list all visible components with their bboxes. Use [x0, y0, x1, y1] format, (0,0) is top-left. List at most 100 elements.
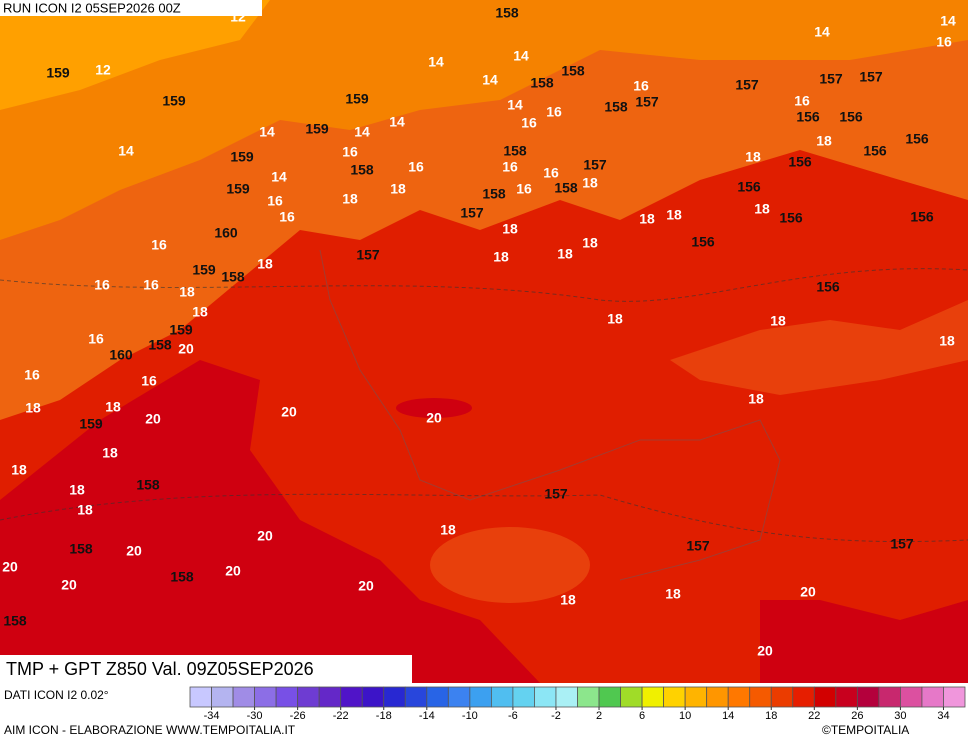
contour-label: 156 [737, 179, 761, 195]
contour-label: 18 [639, 211, 655, 227]
contour-label: 16 [267, 193, 283, 209]
tick-label: -18 [376, 710, 392, 722]
contour-label: 159 [46, 65, 70, 81]
contour-label: 20 [358, 578, 374, 594]
contour-label: 16 [342, 144, 358, 160]
contour-label: 18 [582, 175, 598, 191]
color-swatch [254, 686, 277, 708]
contour-label: 157 [890, 536, 914, 552]
color-swatch [447, 686, 471, 708]
color-swatch [878, 686, 901, 708]
contour-label: 158 [170, 569, 194, 585]
tick-label: 22 [808, 710, 820, 722]
color-swatch [835, 686, 858, 708]
color-swatch [469, 686, 492, 708]
color-swatch [813, 686, 837, 708]
contour-label: 160 [214, 225, 238, 241]
contour-label: 158 [495, 5, 519, 21]
field-20-22 [760, 600, 968, 683]
contour-label: 20 [225, 563, 241, 579]
tick-label: 30 [894, 710, 906, 722]
contour-label: 158 [221, 269, 245, 285]
color-swatch [684, 686, 708, 708]
contour-label: 157 [735, 77, 759, 93]
tick-label: -30 [247, 710, 263, 722]
contour-label: 158 [604, 99, 628, 115]
color-swatch [383, 686, 406, 708]
source: DATI ICON I2 0.02° [4, 688, 109, 702]
tick-label: -14 [419, 710, 435, 722]
color-swatch [534, 686, 557, 708]
contour-label: 20 [281, 404, 297, 420]
contour-label: 156 [910, 209, 934, 225]
color-swatch [749, 686, 772, 708]
contour-label: 156 [779, 210, 803, 226]
tick-label: -34 [204, 710, 220, 722]
contour-label: 16 [543, 165, 559, 181]
contour-label: 159 [169, 322, 193, 338]
color-swatch [598, 686, 621, 708]
contour-label: 18 [105, 399, 121, 415]
color-swatch [211, 686, 234, 708]
credit: AIM ICON - ELABORAZIONE WWW.TEMPOITALIA.… [4, 723, 296, 737]
contour-label: 159 [162, 93, 186, 109]
contour-label: 16 [88, 331, 104, 347]
tick-label: 14 [722, 710, 734, 722]
contour-label: 156 [691, 234, 715, 250]
contour-label: 158 [482, 186, 506, 202]
contour-label: 12 [95, 62, 111, 78]
contour-label: 18 [939, 333, 955, 349]
contour-label: 18 [666, 207, 682, 223]
color-swatch [577, 686, 600, 708]
contour-label: 159 [345, 91, 369, 107]
tick-label: 10 [679, 710, 691, 722]
color-swatch [232, 686, 255, 708]
contour-label: 14 [940, 13, 956, 29]
contour-label: 18 [11, 462, 27, 478]
contour-label: 18 [77, 502, 93, 518]
contour-label: 18 [69, 482, 85, 498]
contour-label: 16 [502, 159, 518, 175]
header: RUN ICON I2 05SEP2026 00Z [3, 0, 181, 15]
field-12-14 [0, 0, 968, 240]
color-swatch [770, 686, 794, 708]
contour-label: 159 [79, 416, 103, 432]
title: TMP + GPT Z850 Val. 09Z05SEP2026 [6, 659, 314, 679]
color-swatch [340, 686, 363, 708]
contour-label: 18 [25, 400, 41, 416]
contour-label: 14 [513, 48, 529, 64]
color-swatch [641, 686, 665, 708]
contour-label: 157 [583, 157, 607, 173]
contour-label: 20 [800, 584, 816, 600]
contour-label: 16 [546, 104, 562, 120]
tick-label: 26 [851, 710, 863, 722]
contour-label: 156 [816, 279, 840, 295]
contour-label: 158 [3, 613, 27, 629]
contour-label: 16 [143, 277, 159, 293]
contour-label: 20 [257, 528, 273, 544]
contour-label: 16 [24, 367, 40, 383]
contour-label: 18 [745, 149, 761, 165]
colorbar: -34 -30 -26 -22 -18 -14 -10 -6 -2 2 6 10 14 18 22 26 30 3… [189, 686, 966, 722]
contour-label: 16 [151, 237, 167, 253]
contour-label: 18 [770, 313, 786, 329]
contour-label: 18 [192, 304, 208, 320]
contour-label: 14 [814, 24, 830, 40]
contour-label: 18 [582, 235, 598, 251]
contour-label: 14 [482, 72, 498, 88]
contour-label: 18 [390, 181, 406, 197]
color-swatch [921, 686, 944, 708]
contour-label: 18 [502, 221, 518, 237]
contour-label: 16 [408, 159, 424, 175]
color-swatch [490, 686, 514, 708]
contour-label: 18 [607, 311, 623, 327]
contour-label: 158 [148, 337, 172, 353]
contour-label: 18 [102, 445, 118, 461]
color-swatch [426, 686, 449, 708]
color-swatch [297, 686, 320, 708]
tick-label: 18 [765, 710, 777, 722]
contour-label: 18 [342, 191, 358, 207]
color-swatch [727, 686, 751, 708]
contour-label: 14 [354, 124, 370, 140]
